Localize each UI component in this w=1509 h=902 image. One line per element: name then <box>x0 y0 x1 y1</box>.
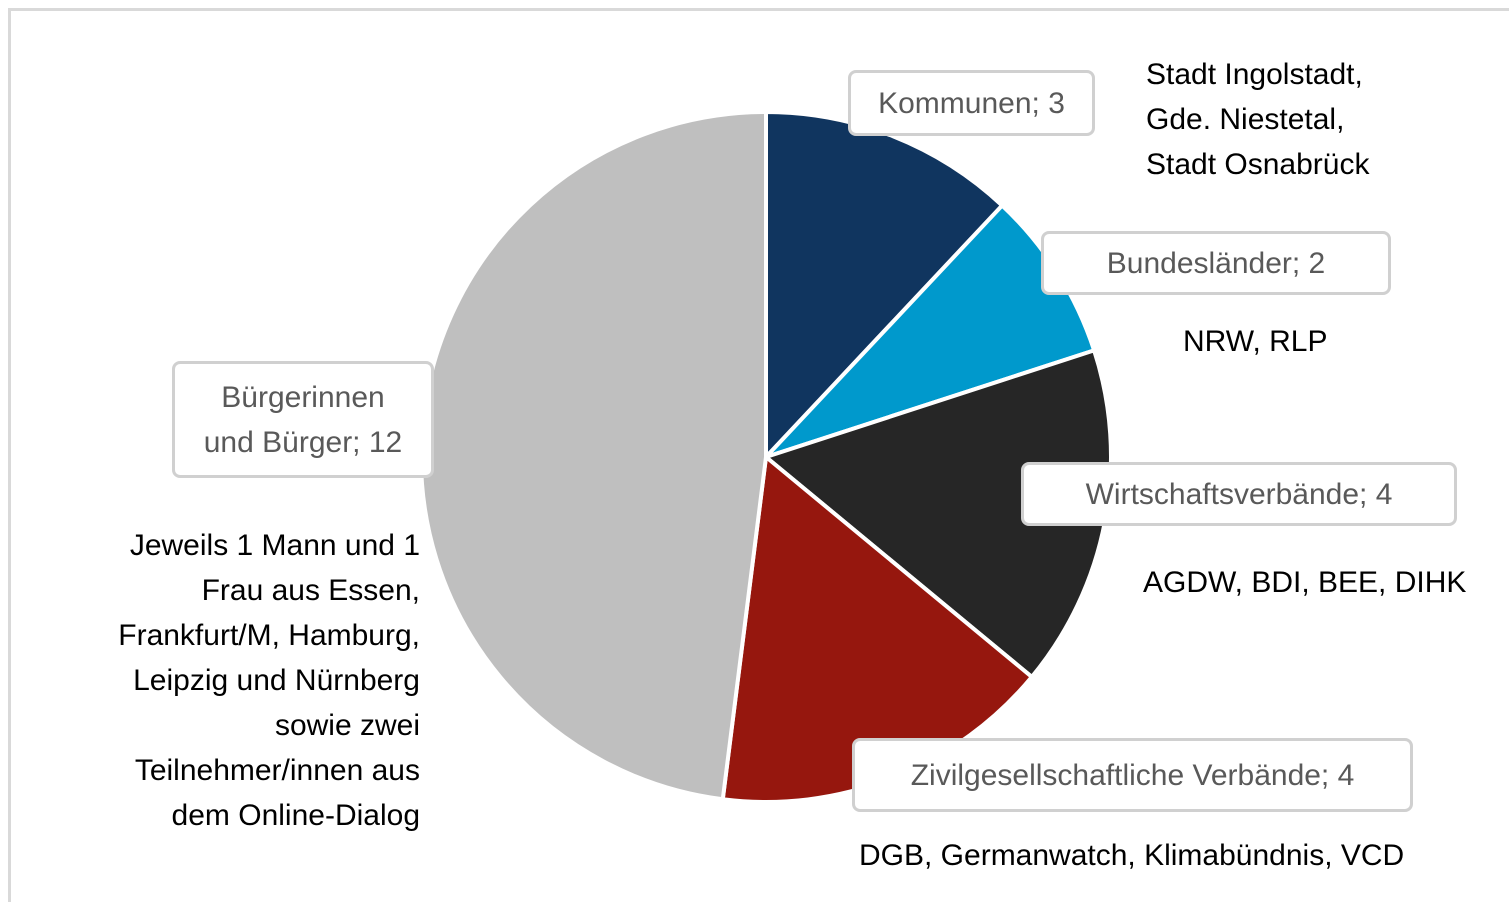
annotation: NRW, RLP <box>1183 325 1328 358</box>
slice-label: Bundesländer; 2 <box>1041 231 1391 295</box>
annotation: DGB, Germanwatch, Klimabündnis, VCD <box>859 839 1405 872</box>
annotation: AGDW, BDI, BEE, DIHK <box>1143 566 1467 599</box>
slice-label: Wirtschaftsverbände; 4 <box>1021 462 1457 526</box>
pie-slice <box>764 110 1005 459</box>
annotation: Jeweils 1 Mann und 1 Frau aus Essen, Fra… <box>118 529 420 832</box>
chart-frame <box>8 8 1509 902</box>
annotation: Stadt Ingolstadt, Gde. Niestetal, Stadt … <box>1146 58 1370 181</box>
slice-label: Kommunen; 3 <box>848 70 1095 136</box>
pie-slice <box>419 110 768 802</box>
slice-label: Bürgerinnen und Bürger; 12 <box>172 361 434 478</box>
slice-label: Zivilgesellschaftliche Verbände; 4 <box>852 738 1413 812</box>
